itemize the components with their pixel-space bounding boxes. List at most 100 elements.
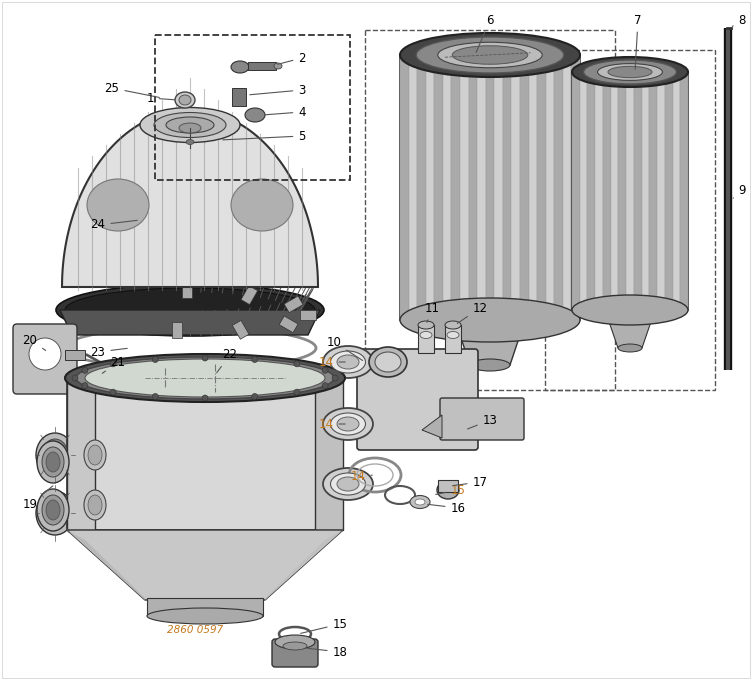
Text: 14: 14 bbox=[350, 469, 372, 483]
Bar bbox=[477, 55, 486, 320]
Bar bbox=[554, 55, 562, 320]
Bar bbox=[486, 55, 494, 320]
Ellipse shape bbox=[166, 117, 214, 133]
Bar bbox=[572, 72, 580, 310]
Bar bbox=[618, 72, 626, 310]
Bar bbox=[417, 55, 426, 320]
Ellipse shape bbox=[76, 357, 334, 399]
Ellipse shape bbox=[36, 433, 74, 477]
Ellipse shape bbox=[369, 347, 407, 377]
Circle shape bbox=[110, 389, 116, 395]
Ellipse shape bbox=[274, 63, 282, 69]
Ellipse shape bbox=[608, 66, 652, 78]
Ellipse shape bbox=[452, 46, 528, 64]
Circle shape bbox=[82, 367, 88, 373]
Bar bbox=[445, 325, 461, 353]
Ellipse shape bbox=[42, 495, 64, 525]
Circle shape bbox=[72, 375, 78, 381]
FancyBboxPatch shape bbox=[13, 324, 77, 394]
Bar bbox=[545, 50, 715, 390]
Ellipse shape bbox=[400, 298, 580, 342]
Bar bbox=[408, 55, 417, 320]
FancyBboxPatch shape bbox=[272, 639, 318, 667]
Ellipse shape bbox=[330, 413, 365, 435]
Bar bbox=[511, 55, 520, 320]
Bar bbox=[611, 72, 618, 310]
Circle shape bbox=[152, 394, 158, 399]
Bar bbox=[365, 30, 615, 390]
Ellipse shape bbox=[283, 642, 307, 650]
Ellipse shape bbox=[437, 481, 459, 499]
Ellipse shape bbox=[418, 321, 434, 329]
Ellipse shape bbox=[447, 332, 459, 339]
Bar bbox=[537, 55, 546, 320]
Bar bbox=[665, 72, 672, 310]
Circle shape bbox=[332, 375, 338, 381]
FancyBboxPatch shape bbox=[357, 349, 478, 450]
Ellipse shape bbox=[415, 499, 425, 505]
Ellipse shape bbox=[87, 179, 149, 231]
Circle shape bbox=[202, 355, 208, 361]
Bar bbox=[279, 316, 298, 333]
Text: 11: 11 bbox=[424, 301, 439, 322]
Circle shape bbox=[322, 383, 328, 389]
Text: 15: 15 bbox=[435, 483, 465, 496]
Bar bbox=[460, 55, 468, 320]
Circle shape bbox=[322, 367, 328, 373]
Ellipse shape bbox=[323, 346, 373, 378]
Bar bbox=[284, 296, 303, 313]
Bar bbox=[232, 88, 246, 106]
Ellipse shape bbox=[400, 33, 580, 77]
FancyBboxPatch shape bbox=[440, 398, 524, 440]
Polygon shape bbox=[455, 320, 525, 365]
Ellipse shape bbox=[275, 635, 315, 649]
Bar bbox=[672, 72, 681, 310]
Ellipse shape bbox=[65, 354, 345, 402]
Ellipse shape bbox=[88, 445, 102, 465]
Text: 2860 0597: 2860 0597 bbox=[167, 625, 223, 635]
Bar bbox=[426, 55, 435, 320]
Bar bbox=[248, 62, 276, 70]
Text: 13: 13 bbox=[468, 413, 497, 429]
Ellipse shape bbox=[147, 608, 263, 624]
Ellipse shape bbox=[323, 468, 373, 500]
Bar bbox=[400, 55, 408, 320]
Circle shape bbox=[294, 361, 300, 367]
Text: 3: 3 bbox=[250, 84, 305, 97]
Bar bbox=[520, 55, 529, 320]
Bar bbox=[572, 72, 688, 310]
Circle shape bbox=[82, 383, 88, 389]
Bar bbox=[657, 72, 665, 310]
Bar bbox=[155, 35, 350, 180]
Bar bbox=[451, 55, 460, 320]
Bar bbox=[147, 598, 263, 616]
Ellipse shape bbox=[85, 359, 325, 397]
Bar bbox=[300, 310, 316, 320]
Ellipse shape bbox=[84, 440, 106, 470]
Bar bbox=[400, 55, 580, 320]
Bar bbox=[603, 72, 611, 310]
Text: 24: 24 bbox=[90, 218, 137, 231]
Text: 17: 17 bbox=[453, 475, 487, 488]
Ellipse shape bbox=[231, 61, 249, 73]
Bar bbox=[182, 282, 192, 298]
Bar bbox=[435, 55, 443, 320]
Ellipse shape bbox=[330, 351, 365, 373]
Polygon shape bbox=[60, 310, 320, 335]
Ellipse shape bbox=[154, 112, 226, 137]
Bar bbox=[67, 378, 95, 530]
Bar bbox=[67, 378, 343, 530]
Ellipse shape bbox=[46, 500, 60, 520]
Ellipse shape bbox=[48, 504, 62, 522]
Bar bbox=[418, 325, 434, 353]
Polygon shape bbox=[67, 530, 343, 600]
Polygon shape bbox=[422, 415, 442, 438]
Ellipse shape bbox=[140, 107, 240, 143]
Ellipse shape bbox=[42, 439, 68, 471]
Ellipse shape bbox=[186, 139, 194, 145]
Text: 9: 9 bbox=[733, 184, 746, 198]
Ellipse shape bbox=[438, 42, 542, 68]
Bar bbox=[443, 55, 451, 320]
Ellipse shape bbox=[416, 37, 564, 73]
Text: 21: 21 bbox=[102, 356, 126, 373]
